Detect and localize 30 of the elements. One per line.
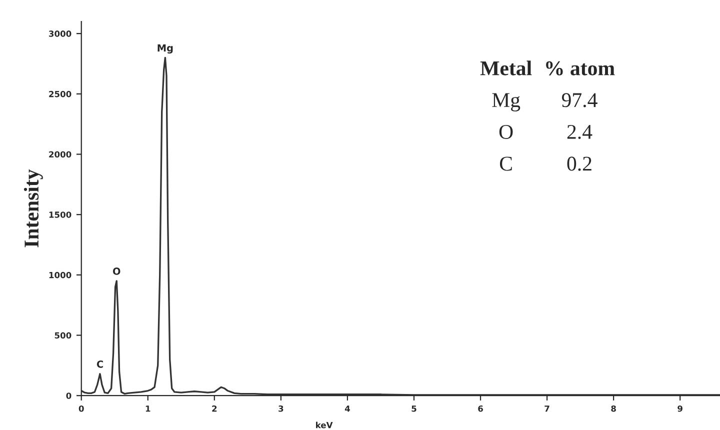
y-tick-label: 1500 bbox=[49, 212, 72, 218]
x-tick-label: 1 bbox=[146, 406, 150, 412]
x-tick-label: 9 bbox=[678, 405, 682, 412]
annotation: 2.4 bbox=[567, 124, 592, 140]
annotation: O bbox=[499, 124, 513, 139]
x-tick-label: 5 bbox=[412, 406, 416, 412]
x-tick-label: 8 bbox=[611, 405, 616, 412]
annotation: C bbox=[500, 156, 512, 171]
annotation: Metal bbox=[480, 60, 532, 76]
x-tick-label: 3 bbox=[278, 405, 284, 412]
annotation: 97.4 bbox=[562, 93, 598, 108]
x-tick-label: 7 bbox=[544, 406, 550, 412]
annotation: C bbox=[96, 360, 103, 368]
annotation: % atom bbox=[546, 61, 615, 76]
y-tick-label: 2000 bbox=[49, 151, 72, 158]
annotation: Mg bbox=[158, 44, 173, 54]
y-tick-label: 3000 bbox=[49, 30, 72, 37]
x-tick-label: 6 bbox=[478, 405, 483, 412]
annotation: Mg bbox=[492, 93, 520, 112]
annotation: 0.2 bbox=[567, 156, 592, 171]
x-tick-label: 4 bbox=[344, 406, 350, 412]
y-tick-label: 500 bbox=[54, 332, 72, 339]
annotation: O bbox=[112, 268, 120, 275]
y-tick-label: 0 bbox=[66, 392, 72, 399]
x-tick-label: 0 bbox=[78, 405, 84, 412]
y-axis-title: Intensity bbox=[24, 169, 43, 248]
x-tick-label: 2 bbox=[212, 405, 217, 412]
y-tick-label: 2500 bbox=[49, 90, 72, 98]
x-axis-title: keV bbox=[316, 422, 333, 428]
y-tick-label: 1000 bbox=[49, 272, 72, 278]
